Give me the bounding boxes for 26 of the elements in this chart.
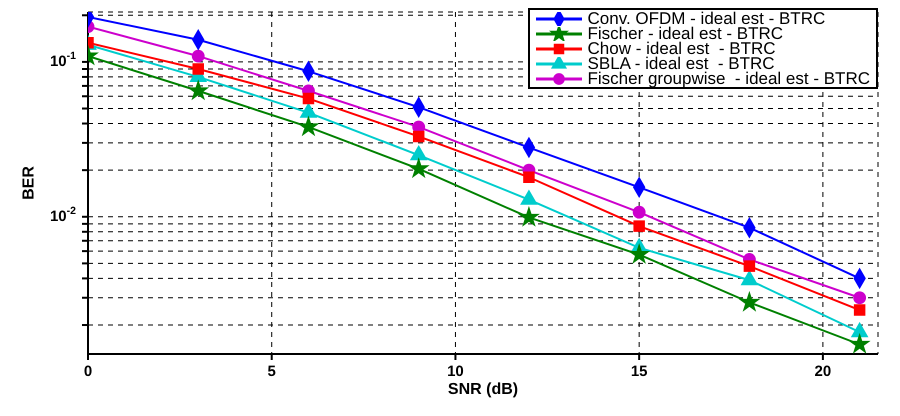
point bbox=[298, 116, 318, 136]
x-tick-label: 20 bbox=[814, 362, 832, 380]
x-tick-label: 0 bbox=[84, 362, 92, 380]
point bbox=[519, 207, 539, 226]
y-tick-label: 10$^{-2}$ bbox=[50, 204, 76, 225]
point bbox=[744, 260, 756, 272]
point bbox=[192, 50, 205, 63]
y-axis-title: BER bbox=[20, 166, 38, 200]
x-tick-label: 15 bbox=[630, 362, 648, 380]
point bbox=[302, 92, 314, 104]
point bbox=[523, 171, 535, 183]
point bbox=[632, 206, 646, 219]
point bbox=[633, 220, 645, 232]
point bbox=[853, 291, 866, 304]
point bbox=[192, 63, 204, 75]
point bbox=[408, 158, 429, 178]
x-axis-title: SNR (dB) bbox=[448, 381, 518, 398]
point bbox=[188, 80, 208, 100]
point bbox=[850, 334, 870, 353]
x-tick-label: 5 bbox=[268, 362, 276, 380]
point bbox=[629, 244, 650, 264]
y-tick-label: 10$^{-1}$ bbox=[50, 50, 76, 70]
point bbox=[854, 304, 866, 316]
point bbox=[739, 292, 760, 311]
x-tick-label: 10 bbox=[447, 362, 464, 380]
point bbox=[412, 130, 424, 142]
